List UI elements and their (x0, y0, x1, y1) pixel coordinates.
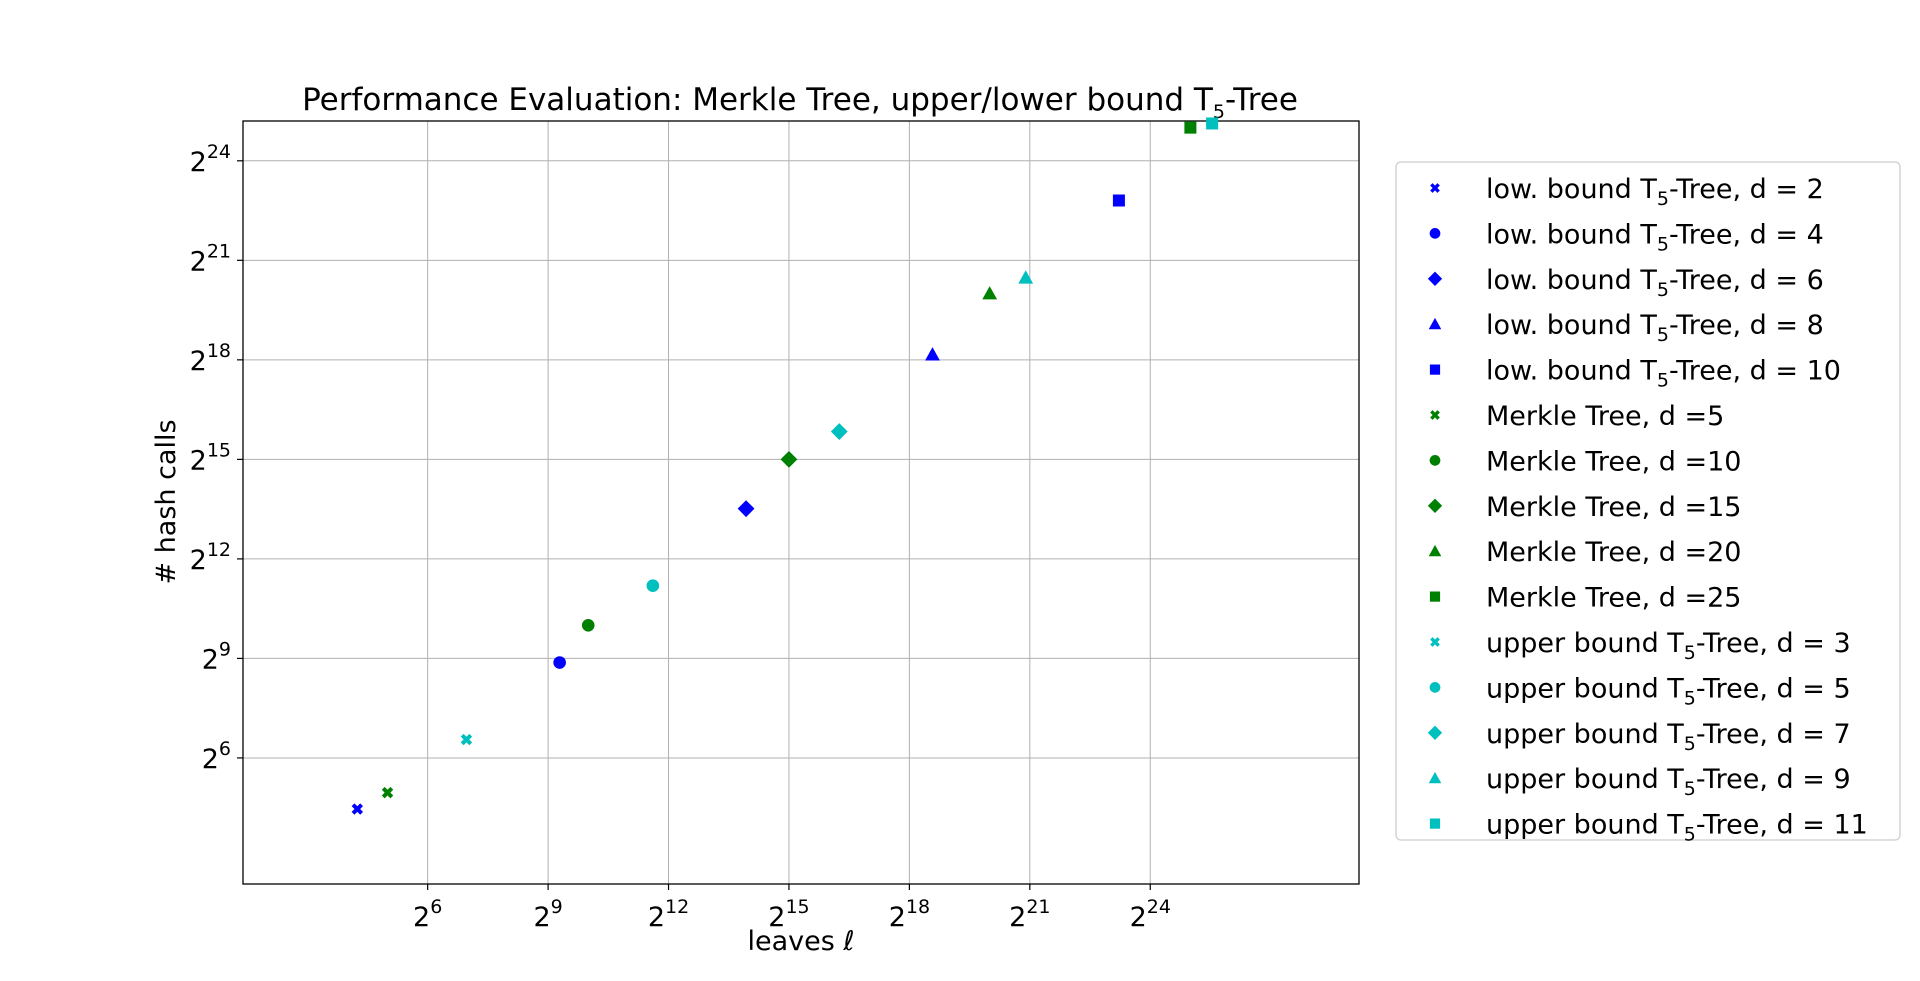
legend-marker (1428, 771, 1442, 784)
legend-label: Merkle Tree, d =5 (1486, 401, 1724, 432)
legend-marker (1430, 637, 1440, 647)
y-tick-label: 215 (190, 439, 231, 476)
y-tick-label: 218 (190, 340, 231, 377)
x-tick-label: 212 (648, 896, 689, 933)
data-point (581, 618, 595, 632)
data-point (1184, 121, 1197, 134)
y-axis-label: # hash calls (151, 419, 182, 584)
legend-marker (1429, 818, 1441, 829)
y-tick-label: 221 (190, 240, 231, 277)
x-axis-ticks: 26 29 212 215 218 221 224 (413, 884, 1171, 933)
data-point (460, 733, 473, 746)
legend-marker (1429, 228, 1441, 239)
y-tick-label: 26 (202, 738, 231, 775)
plot-area-frame (242, 120, 1360, 885)
data-point (830, 423, 848, 440)
grid-lines (243, 121, 1359, 884)
data-point (982, 286, 998, 300)
legend-marker (1427, 498, 1443, 513)
legend-marker (1430, 410, 1440, 420)
data-point (925, 347, 940, 361)
data-point (351, 803, 364, 815)
chart-title: Performance Evaluation: Merkle Tree, upp… (302, 82, 1298, 123)
data-point (1018, 270, 1034, 284)
x-axis-label: leaves ℓ (747, 926, 854, 957)
legend-label: upper bound T5-Tree, d = 11 (1486, 810, 1868, 846)
legend-label: Merkle Tree, d =15 (1486, 492, 1741, 523)
data-point (381, 786, 394, 799)
legend-marker (1429, 591, 1441, 602)
y-tick-label: 212 (190, 539, 231, 576)
legend-label: Merkle Tree, d =25 (1486, 583, 1741, 614)
x-tick-label: 218 (889, 896, 930, 933)
data-point (1112, 194, 1125, 207)
x-tick-label: 26 (413, 896, 442, 933)
y-tick-label: 29 (202, 638, 231, 675)
legend-label: upper bound T5-Tree, d = 3 (1486, 628, 1851, 664)
legend-marker (1430, 183, 1440, 193)
data-point (553, 656, 566, 669)
x-tick-label: 215 (768, 896, 809, 933)
legend-marker (1429, 455, 1441, 466)
data-points (351, 117, 1219, 815)
legend-box (1395, 161, 1901, 841)
legend-label: upper bound T5-Tree, d = 9 (1486, 764, 1851, 800)
legend-label: upper bound T5-Tree, d = 5 (1486, 673, 1851, 709)
legend-marker (1427, 271, 1443, 286)
y-axis-ticks: 26 29 212 215 218 221 224 (190, 141, 243, 775)
legend-label: Merkle Tree, d =10 (1486, 446, 1741, 477)
legend-label: low. bound T5-Tree, d = 4 (1486, 219, 1824, 255)
x-tick-label: 224 (1130, 896, 1171, 933)
legend-label: Merkle Tree, d =20 (1486, 537, 1741, 568)
y-tick-label: 224 (190, 141, 231, 178)
legend-label: low. bound T5-Tree, d = 8 (1486, 310, 1824, 346)
legend-marker (1428, 544, 1442, 557)
legend-label: upper bound T5-Tree, d = 7 (1486, 719, 1851, 755)
x-tick-label: 221 (1009, 896, 1050, 933)
data-point (646, 579, 660, 592)
legend-marker (1427, 725, 1443, 740)
data-point (780, 450, 798, 468)
legend: low. bound T5-Tree, d = 2 low. bound T5-T… (1395, 161, 1901, 846)
legend-label: low. bound T5-Tree, d = 6 (1486, 265, 1824, 301)
legend-label: low. bound T5-Tree, d = 10 (1486, 356, 1841, 392)
x-tick-label: 29 (533, 896, 562, 933)
legend-label: low. bound T5-Tree, d = 2 (1486, 174, 1824, 210)
data-point (737, 500, 755, 518)
legend-marker (1429, 682, 1441, 693)
legend-marker (1428, 317, 1442, 330)
legend-marker (1429, 364, 1441, 375)
data-point (1206, 117, 1219, 130)
